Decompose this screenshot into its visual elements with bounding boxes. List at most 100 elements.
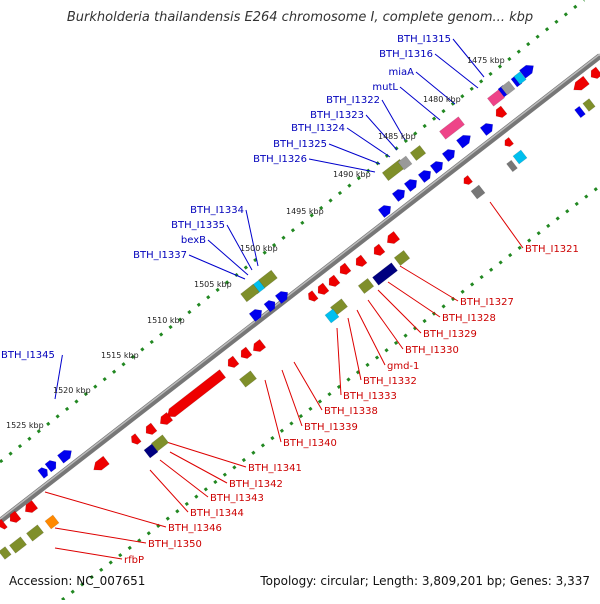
reverse-gene-label: BTH_I1332	[363, 376, 417, 387]
reverse-label-leader	[149, 469, 189, 513]
accession-text: Accession: NC_007651	[9, 574, 146, 588]
reverse-gene-label: BTH_I1341	[248, 463, 302, 474]
forward-label-leader	[399, 86, 441, 121]
reverse-gene-label: BTH_I1328	[442, 313, 496, 324]
cog-box	[324, 308, 340, 324]
kbp-tick-label: 1520 kbp	[53, 386, 91, 395]
reverse-gene-arrow	[355, 254, 368, 267]
forward-gene-arrow	[263, 300, 276, 313]
reverse-gene-arrow	[159, 411, 174, 426]
forward-gene-arrow	[518, 64, 534, 79]
reverse-label-leader	[336, 327, 342, 396]
forward-gene-arrow	[391, 188, 406, 203]
reverse-gene-arrow	[317, 282, 330, 295]
cog-box	[357, 277, 375, 295]
forward-gene-label: BTH_I1337	[133, 250, 187, 261]
forward-gene-arrow	[417, 169, 432, 184]
reverse-label-leader	[264, 379, 282, 443]
reverse-gene-arrow	[130, 433, 142, 445]
reverse-label-leader	[54, 527, 147, 544]
forward-gene-label: miaA	[389, 67, 415, 78]
kbp-tick-label: 1475 kbp	[467, 56, 505, 65]
outer-forward-track	[0, 0, 585, 464]
forward-gene-label: BTH_I1326	[253, 154, 307, 165]
reverse-label-leader	[169, 451, 228, 484]
reverse-gene-arrow	[145, 422, 158, 435]
reverse-gene-arrow	[0, 518, 8, 530]
backbone-highlight	[0, 53, 600, 520]
reverse-gene-label: BTH_I1338	[324, 406, 378, 417]
cog-box	[582, 98, 596, 112]
map-title: Burkholderia thailandensis E264 chromoso…	[66, 10, 534, 25]
reverse-label-leader	[387, 281, 441, 318]
cog-box	[143, 443, 159, 459]
forward-gene-arrow	[441, 148, 456, 163]
forward-gene-arrow	[248, 308, 263, 323]
reverse-label-leader	[347, 317, 362, 381]
forward-gene-label: BTH_I1316	[379, 49, 433, 60]
reverse-gene-label: gmd-1	[387, 361, 419, 372]
backbone	[0, 53, 600, 524]
forward-gene-label: BTH_I1345	[1, 350, 55, 361]
forward-label-leader	[381, 99, 406, 141]
reverse-gene-label: BTH_I1321	[525, 244, 579, 255]
cog-box	[150, 434, 170, 452]
reverse-gene-label: BTH_I1330	[405, 345, 459, 356]
kbp-tick-label: 1525 kbp	[6, 421, 44, 430]
cog-box	[238, 370, 258, 388]
cog-box	[409, 144, 427, 162]
forward-gene-arrow	[479, 122, 494, 137]
reverse-gene-label: BTH_I1342	[229, 479, 283, 490]
kbp-tick-label: 1490 kbp	[333, 170, 371, 179]
reverse-gene-arrow	[573, 75, 590, 91]
forward-gene-label: mutL	[372, 82, 398, 93]
forward-gene-arrow	[455, 134, 471, 149]
cog-box	[25, 524, 45, 542]
reverse-gene-arrow	[463, 174, 474, 185]
reverse-label-leader	[293, 361, 323, 411]
forward-label-leader	[308, 158, 376, 173]
reverse-label-leader	[489, 201, 524, 249]
cog-box	[397, 155, 413, 171]
reverse-gene-arrow	[240, 346, 253, 359]
reverse-label-leader	[377, 289, 422, 334]
reverse-gene-label: BTH_I1333	[343, 391, 397, 402]
forward-gene-arrow	[429, 160, 444, 175]
reverse-gene-label: BTH_I1329	[423, 329, 477, 340]
forward-label-leader	[226, 224, 253, 271]
forward-label-leader	[328, 143, 381, 165]
reverse-gene-arrow	[590, 66, 600, 79]
reverse-label-leader	[159, 439, 247, 468]
reverse-label-leader	[367, 299, 404, 350]
cog-box	[574, 105, 586, 119]
forward-label-leader	[452, 38, 485, 78]
cog-box	[8, 536, 28, 554]
forward-gene-label: BTH_I1334	[190, 205, 244, 216]
reverse-gene-label: BTH_I1339	[304, 422, 358, 433]
reverse-gene-arrow	[386, 230, 401, 245]
reverse-gene-arrow	[307, 290, 319, 302]
reverse-gene-arrow	[9, 510, 22, 523]
kbp-tick-label: 1510 kbp	[147, 316, 185, 325]
kbp-tick-label: 1485 kbp	[378, 132, 416, 141]
cog-box	[439, 116, 465, 140]
cog-box	[393, 249, 411, 267]
kbp-tick-label: 1505 kbp	[194, 280, 232, 289]
reverse-gene-arrow	[166, 369, 227, 418]
reverse-gene-arrow	[495, 105, 508, 118]
forward-label-leader	[188, 254, 246, 280]
forward-gene-label: BTH_I1323	[310, 110, 364, 121]
forward-gene-arrow	[37, 467, 49, 479]
cog-box	[258, 269, 278, 289]
forward-gene-label: bexB	[181, 235, 206, 246]
forward-label-leader	[365, 114, 398, 151]
reverse-label-leader	[281, 369, 303, 427]
kbp-tick-label: 1500 kbp	[240, 244, 278, 253]
reverse-gene-arrow	[93, 455, 110, 471]
reverse-gene-label: BTH_I1350	[148, 539, 202, 550]
topology-summary: Topology: circular; Length: 3,809,201 bp…	[260, 574, 590, 588]
forward-gene-arrow	[56, 449, 72, 464]
cog-box	[513, 71, 527, 85]
forward-gene-label: BTH_I1335	[171, 220, 225, 231]
